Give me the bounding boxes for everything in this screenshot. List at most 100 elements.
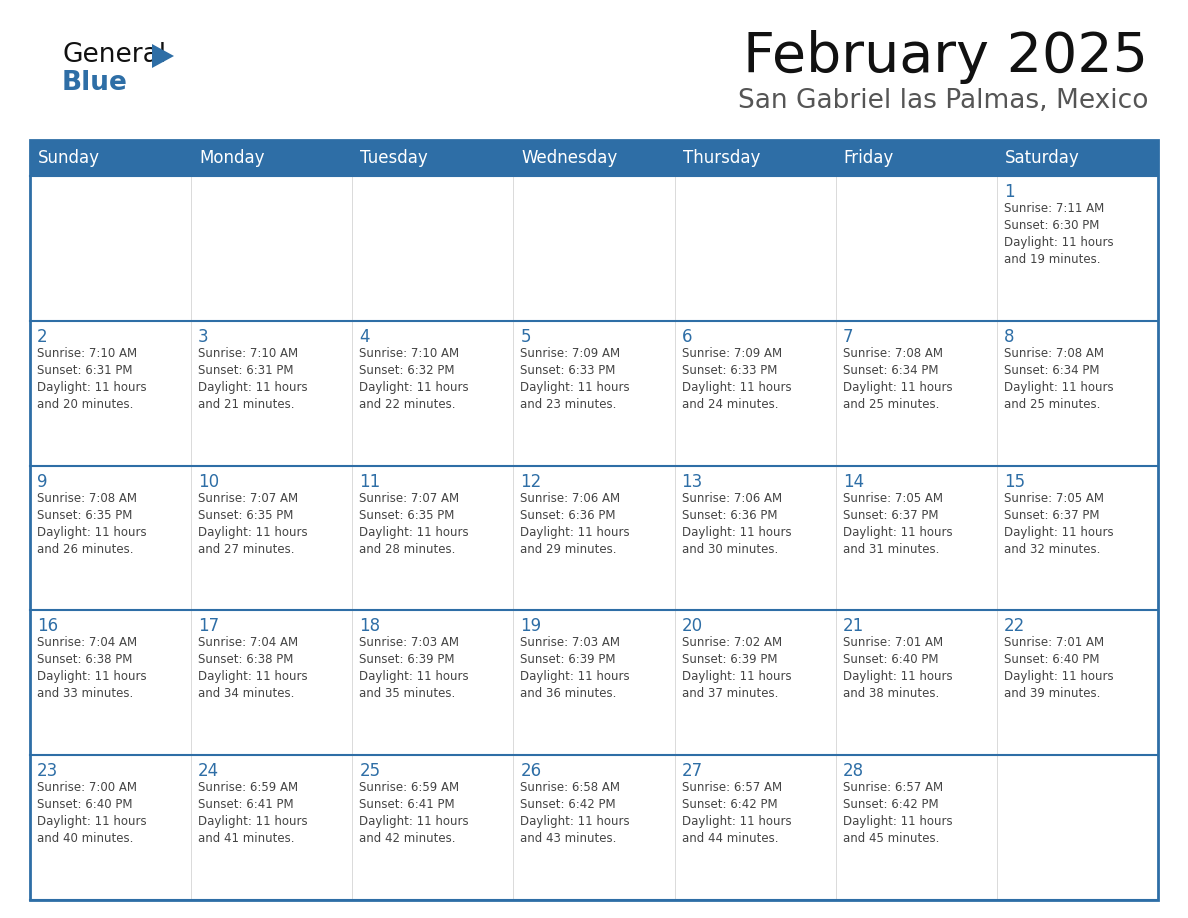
Text: Daylight: 11 hours: Daylight: 11 hours [198,526,308,539]
Text: and 26 minutes.: and 26 minutes. [37,543,133,555]
Text: Sunset: 6:38 PM: Sunset: 6:38 PM [37,654,132,666]
Text: 28: 28 [842,762,864,780]
Text: Daylight: 11 hours: Daylight: 11 hours [682,815,791,828]
Text: Sunset: 6:37 PM: Sunset: 6:37 PM [1004,509,1099,521]
Bar [30,140,1158,900]
Text: Tuesday: Tuesday [360,149,428,167]
Text: Monday: Monday [200,149,265,167]
Text: 4: 4 [359,328,369,346]
Text: Friday: Friday [843,149,893,167]
Text: Sunset: 6:40 PM: Sunset: 6:40 PM [1004,654,1099,666]
Text: Sunrise: 7:07 AM: Sunrise: 7:07 AM [198,492,298,505]
Bar [997,176,1158,320]
Text: and 30 minutes.: and 30 minutes. [682,543,778,555]
Text: Sunset: 6:42 PM: Sunset: 6:42 PM [682,798,777,812]
Text: Sunset: 6:41 PM: Sunset: 6:41 PM [359,798,455,812]
Text: Daylight: 11 hours: Daylight: 11 hours [37,815,146,828]
Text: Daylight: 11 hours: Daylight: 11 hours [359,526,469,539]
Text: and 37 minutes.: and 37 minutes. [682,688,778,700]
Text: Sunrise: 7:05 AM: Sunrise: 7:05 AM [1004,492,1104,505]
Text: 6: 6 [682,328,693,346]
Text: and 33 minutes.: and 33 minutes. [37,688,133,700]
Text: Sunrise: 7:03 AM: Sunrise: 7:03 AM [359,636,460,649]
Text: Daylight: 11 hours: Daylight: 11 hours [842,526,953,539]
Text: Daylight: 11 hours: Daylight: 11 hours [198,670,308,683]
Text: Daylight: 11 hours: Daylight: 11 hours [520,381,630,394]
Bar [835,465,997,610]
Text: 5: 5 [520,328,531,346]
Bar [997,756,1158,900]
Text: and 27 minutes.: and 27 minutes. [198,543,295,555]
Text: Wednesday: Wednesday [522,149,618,167]
Text: Daylight: 11 hours: Daylight: 11 hours [359,815,469,828]
Bar [997,465,1158,610]
Text: February 2025: February 2025 [742,30,1148,84]
Text: Daylight: 11 hours: Daylight: 11 hours [198,815,308,828]
Text: 2: 2 [37,328,48,346]
Text: San Gabriel las Palmas, Mexico: San Gabriel las Palmas, Mexico [738,88,1148,114]
Bar [30,756,191,900]
Bar [997,320,1158,465]
Text: and 42 minutes.: and 42 minutes. [359,833,456,845]
Text: 19: 19 [520,618,542,635]
Text: and 25 minutes.: and 25 minutes. [842,397,939,410]
Text: 22: 22 [1004,618,1025,635]
Text: and 19 minutes.: and 19 minutes. [1004,253,1100,266]
Text: 8: 8 [1004,328,1015,346]
Text: Daylight: 11 hours: Daylight: 11 hours [37,526,146,539]
Bar [353,176,513,320]
Text: and 35 minutes.: and 35 minutes. [359,688,455,700]
Text: Sunset: 6:42 PM: Sunset: 6:42 PM [842,798,939,812]
Text: Sunset: 6:39 PM: Sunset: 6:39 PM [359,654,455,666]
Text: Sunrise: 6:58 AM: Sunrise: 6:58 AM [520,781,620,794]
Text: Sunrise: 7:08 AM: Sunrise: 7:08 AM [1004,347,1104,360]
Text: 14: 14 [842,473,864,490]
Bar [997,610,1158,756]
Text: Sunrise: 7:00 AM: Sunrise: 7:00 AM [37,781,137,794]
Text: Daylight: 11 hours: Daylight: 11 hours [520,670,630,683]
Bar [513,756,675,900]
Text: Sunset: 6:37 PM: Sunset: 6:37 PM [842,509,939,521]
Text: and 36 minutes.: and 36 minutes. [520,688,617,700]
Bar [675,320,835,465]
Text: Sunrise: 7:08 AM: Sunrise: 7:08 AM [37,492,137,505]
Text: Daylight: 11 hours: Daylight: 11 hours [1004,670,1113,683]
Text: 21: 21 [842,618,864,635]
Bar [30,140,1158,176]
Bar [30,176,191,320]
Text: 7: 7 [842,328,853,346]
Text: 17: 17 [198,618,220,635]
Text: Daylight: 11 hours: Daylight: 11 hours [682,526,791,539]
Text: 26: 26 [520,762,542,780]
Bar [191,465,353,610]
Text: 27: 27 [682,762,702,780]
Text: Daylight: 11 hours: Daylight: 11 hours [1004,236,1113,249]
Text: Sunset: 6:35 PM: Sunset: 6:35 PM [359,509,455,521]
Bar [835,756,997,900]
Text: Saturday: Saturday [1005,149,1080,167]
Text: Sunset: 6:42 PM: Sunset: 6:42 PM [520,798,617,812]
Bar [191,610,353,756]
Text: and 24 minutes.: and 24 minutes. [682,397,778,410]
Text: Sunrise: 6:59 AM: Sunrise: 6:59 AM [359,781,460,794]
Text: 25: 25 [359,762,380,780]
Text: 23: 23 [37,762,58,780]
Bar [675,756,835,900]
Text: Sunrise: 7:10 AM: Sunrise: 7:10 AM [359,347,460,360]
Text: Sunrise: 7:02 AM: Sunrise: 7:02 AM [682,636,782,649]
Bar [30,610,191,756]
Bar [835,176,997,320]
Text: and 45 minutes.: and 45 minutes. [842,833,939,845]
Text: Sunset: 6:36 PM: Sunset: 6:36 PM [520,509,615,521]
Text: Sunset: 6:40 PM: Sunset: 6:40 PM [37,798,133,812]
Bar [513,320,675,465]
Text: Daylight: 11 hours: Daylight: 11 hours [682,670,791,683]
Text: Sunrise: 7:06 AM: Sunrise: 7:06 AM [520,492,620,505]
Text: Daylight: 11 hours: Daylight: 11 hours [359,670,469,683]
Text: Sunrise: 7:07 AM: Sunrise: 7:07 AM [359,492,460,505]
Text: Sunrise: 7:11 AM: Sunrise: 7:11 AM [1004,202,1104,215]
Text: Sunrise: 6:59 AM: Sunrise: 6:59 AM [198,781,298,794]
Text: Daylight: 11 hours: Daylight: 11 hours [37,670,146,683]
Bar [513,465,675,610]
Bar [353,320,513,465]
